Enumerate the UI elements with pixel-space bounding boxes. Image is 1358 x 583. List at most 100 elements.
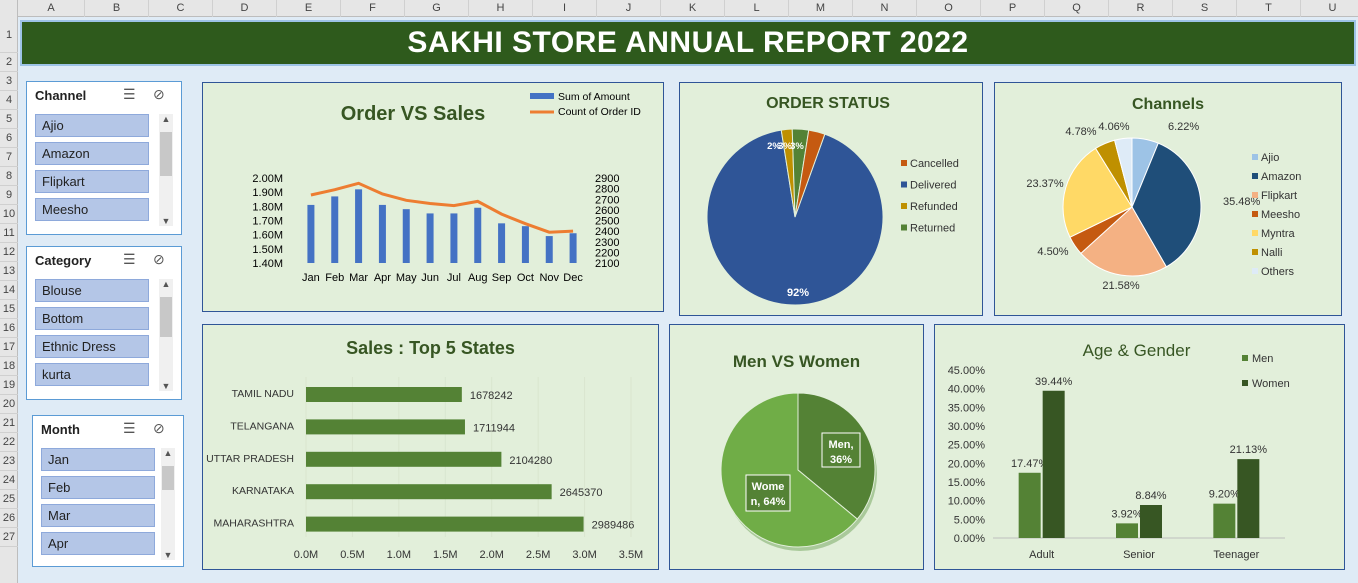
row-header-26[interactable]: 26 bbox=[0, 509, 18, 528]
clear-filter-icon[interactable]: ⊘ bbox=[153, 251, 165, 267]
row-header-18[interactable]: 18 bbox=[0, 357, 18, 376]
column-header-o[interactable]: O bbox=[917, 0, 981, 17]
scroll-up-icon[interactable]: ▲ bbox=[161, 279, 171, 289]
slicer-item-blouse[interactable]: Blouse bbox=[35, 279, 149, 302]
order-status-panel[interactable]: ORDER STATUS 92% 2% 3% 3% Cancelled Delivered… bbox=[679, 82, 983, 316]
y-left-tick-label: 1.80M bbox=[252, 201, 283, 213]
column-header-c[interactable]: C bbox=[149, 0, 213, 17]
top-states-panel[interactable]: Sales : Top 5 States 0.0M 0.5M 1.0M 1.5M 2.0… bbox=[202, 324, 659, 570]
row-header-12[interactable]: 12 bbox=[0, 243, 18, 262]
row-header-17[interactable]: 17 bbox=[0, 338, 18, 357]
row-header-6[interactable]: 6 bbox=[0, 129, 18, 148]
row-header-15[interactable]: 15 bbox=[0, 300, 18, 319]
slicer-item-jan[interactable]: Jan bbox=[41, 448, 155, 471]
scroll-down-icon[interactable]: ▼ bbox=[161, 381, 171, 391]
month-slicer[interactable]: Month ☰ ⊘ Jan Feb Mar Apr ▲ ▼ bbox=[32, 415, 184, 567]
scroll-thumb[interactable] bbox=[160, 132, 172, 176]
column-header-u[interactable]: U bbox=[1301, 0, 1358, 17]
clear-filter-icon[interactable]: ⊘ bbox=[153, 86, 165, 102]
y-tick-label: 25.00% bbox=[948, 440, 986, 452]
row-header-27[interactable]: 27 bbox=[0, 528, 18, 547]
top-states-chart: 0.0M 0.5M 1.0M 1.5M 2.0M 2.5M 3.0M 3.5M TAMIL NA… bbox=[206, 377, 643, 561]
legend-swatch-women bbox=[1242, 380, 1248, 386]
data-label: 1711944 bbox=[473, 422, 515, 434]
column-header-n[interactable]: N bbox=[853, 0, 917, 17]
age-gender-panel[interactable]: Age & Gender 0.00% 5.00% 10.00% 15.00% 20.00… bbox=[934, 324, 1345, 570]
row-header-24[interactable]: 24 bbox=[0, 471, 18, 490]
row-header-20[interactable]: 20 bbox=[0, 395, 18, 414]
slicer-item-mar[interactable]: Mar bbox=[41, 504, 155, 527]
row-header-11[interactable]: 11 bbox=[0, 224, 18, 243]
multi-select-icon[interactable]: ☰ bbox=[123, 420, 136, 436]
scroll-down-icon[interactable]: ▼ bbox=[161, 216, 171, 226]
row-header-8[interactable]: 8 bbox=[0, 167, 18, 186]
row-header-5[interactable]: 5 bbox=[0, 110, 18, 129]
column-header-f[interactable]: F bbox=[341, 0, 405, 17]
slicer-scrollbar[interactable]: ▲ ▼ bbox=[161, 448, 175, 560]
multi-select-icon[interactable]: ☰ bbox=[123, 86, 136, 102]
column-header-b[interactable]: B bbox=[85, 0, 149, 17]
row-header-10[interactable]: 10 bbox=[0, 205, 18, 224]
slicer-scrollbar[interactable]: ▲ ▼ bbox=[159, 279, 173, 391]
row-header-14[interactable]: 14 bbox=[0, 281, 18, 300]
clear-filter-icon[interactable]: ⊘ bbox=[153, 420, 165, 436]
row-header-23[interactable]: 23 bbox=[0, 452, 18, 471]
channels-panel[interactable]: Channels 6.22% Ajio 35.48% Amazon 21.58% Flip… bbox=[994, 82, 1342, 316]
column-header-h[interactable]: H bbox=[469, 0, 533, 17]
column-header-a[interactable]: A bbox=[18, 0, 85, 17]
slicer-item-kurta[interactable]: kurta bbox=[35, 363, 149, 386]
column-header-r[interactable]: R bbox=[1109, 0, 1173, 17]
row-header-2[interactable]: 2 bbox=[0, 53, 18, 72]
multi-select-icon[interactable]: ☰ bbox=[123, 251, 136, 267]
row-header-22[interactable]: 22 bbox=[0, 433, 18, 452]
scroll-up-icon[interactable]: ▲ bbox=[163, 448, 173, 458]
amount-bar bbox=[426, 213, 434, 263]
row-header-19[interactable]: 19 bbox=[0, 376, 18, 395]
column-header-p[interactable]: P bbox=[981, 0, 1045, 17]
column-header-q[interactable]: Q bbox=[1045, 0, 1109, 17]
y-left-tick-label: 1.40M bbox=[252, 258, 283, 270]
select-all-corner[interactable] bbox=[0, 0, 18, 17]
legend-swatch-others bbox=[1252, 268, 1258, 274]
slicer-item-meesho[interactable]: Meesho bbox=[35, 198, 149, 221]
row-header-1[interactable]: 1 bbox=[0, 17, 18, 53]
row-header-3[interactable]: 3 bbox=[0, 72, 18, 91]
scroll-down-icon[interactable]: ▼ bbox=[163, 550, 173, 560]
column-header-s[interactable]: S bbox=[1173, 0, 1237, 17]
category-slicer[interactable]: Category ☰ ⊘ Blouse Bottom Ethnic Dress … bbox=[26, 246, 182, 400]
row-header-9[interactable]: 9 bbox=[0, 186, 18, 205]
column-header-e[interactable]: E bbox=[277, 0, 341, 17]
slicer-item-bottom[interactable]: Bottom bbox=[35, 307, 149, 330]
legend-swatch-ajio bbox=[1252, 154, 1258, 160]
row-header-7[interactable]: 7 bbox=[0, 148, 18, 167]
data-label-meesho: 4.50% bbox=[1037, 246, 1068, 258]
row-header-4[interactable]: 4 bbox=[0, 91, 18, 110]
y-tick-label: 0.00% bbox=[954, 533, 985, 545]
scroll-thumb[interactable] bbox=[160, 297, 172, 337]
scroll-thumb[interactable] bbox=[162, 466, 174, 490]
row-header-25[interactable]: 25 bbox=[0, 490, 18, 509]
column-header-d[interactable]: D bbox=[213, 0, 277, 17]
slicer-item-ajio[interactable]: Ajio bbox=[35, 114, 149, 137]
slicer-item-apr[interactable]: Apr bbox=[41, 532, 155, 555]
order-vs-sales-panel[interactable]: Order VS Sales 1.40M 1.50M 1.60M 1.70M 1.80M… bbox=[202, 82, 664, 312]
column-header-g[interactable]: G bbox=[405, 0, 469, 17]
row-header-16[interactable]: 16 bbox=[0, 319, 18, 338]
slicer-item-feb[interactable]: Feb bbox=[41, 476, 155, 499]
column-header-i[interactable]: I bbox=[533, 0, 597, 17]
slicer-item-amazon[interactable]: Amazon bbox=[35, 142, 149, 165]
slicer-item-flipkart[interactable]: Flipkart bbox=[35, 170, 149, 193]
column-header-k[interactable]: K bbox=[661, 0, 725, 17]
slicer-scrollbar[interactable]: ▲ ▼ bbox=[159, 114, 173, 226]
column-header-j[interactable]: J bbox=[597, 0, 661, 17]
row-header-13[interactable]: 13 bbox=[0, 262, 18, 281]
scroll-up-icon[interactable]: ▲ bbox=[161, 114, 171, 124]
column-header-t[interactable]: T bbox=[1237, 0, 1301, 17]
channel-slicer[interactable]: Channel ☰ ⊘ Ajio Amazon Flipkart Meesho … bbox=[26, 81, 182, 235]
men-vs-women-panel[interactable]: Men VS Women Men, 36% Wome n, 64% bbox=[669, 324, 924, 570]
men-bar bbox=[1213, 503, 1236, 538]
column-header-m[interactable]: M bbox=[789, 0, 853, 17]
row-header-21[interactable]: 21 bbox=[0, 414, 18, 433]
slicer-item-ethnic-dress[interactable]: Ethnic Dress bbox=[35, 335, 149, 358]
column-header-l[interactable]: L bbox=[725, 0, 789, 17]
